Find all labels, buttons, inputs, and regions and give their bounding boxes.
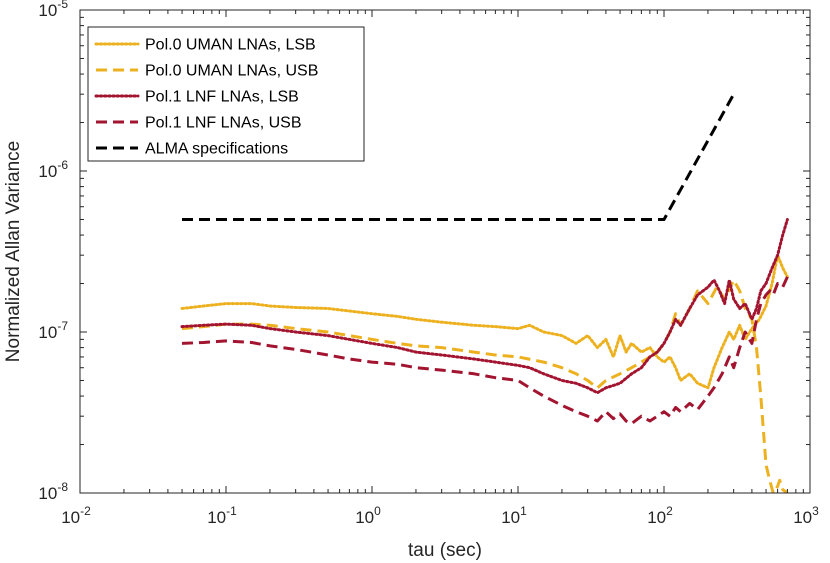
y-axis-label: Normalized Allan Variance	[3, 141, 24, 362]
legend-box	[87, 26, 365, 162]
series-line-4	[181, 276, 789, 426]
series-line-2	[181, 278, 789, 493]
legend: Pol.0 UMAN LNAs, LSB Pol.0 UMAN LNAs, USB…	[87, 26, 365, 162]
y-tick-label: 10-5	[38, 0, 68, 20]
legend-label-3: Pol.1 LNF LNAs, LSB	[145, 89, 299, 106]
x-tick-label: 101	[501, 504, 527, 527]
tick-layer	[79, 9, 811, 494]
legend-label-5: ALMA specifications	[145, 141, 288, 158]
series-line-1	[180, 253, 789, 390]
legend-label-4: Pol.1 LNF LNAs, USB	[145, 115, 302, 132]
x-tick-label: 102	[647, 504, 673, 527]
x-tick-label: 10-2	[61, 504, 91, 527]
x-tick-label: 100	[355, 504, 381, 527]
x-axis-label: tau (sec)	[408, 540, 482, 561]
series-line-5	[182, 93, 736, 221]
x-tick-label: 10-1	[207, 504, 237, 527]
legend-label-2: Pol.0 UMAN LNAs, USB	[145, 63, 318, 80]
data-layer	[180, 93, 789, 493]
legend-items: Pol.0 UMAN LNAs, LSB Pol.0 UMAN LNAs, USB…	[94, 37, 318, 158]
series-line-3	[180, 218, 789, 395]
y-tick-label: 10-8	[38, 480, 68, 503]
y-tick-label: 10-6	[38, 158, 68, 181]
label-layer: 10-2 10-1 100 101 102 103 10-8 10-7 10-6 10-5	[38, 0, 819, 527]
plot-frame	[79, 9, 811, 494]
x-tick-label: 103	[793, 504, 819, 527]
legend-label-1: Pol.0 UMAN LNAs, LSB	[145, 37, 316, 54]
y-tick-label: 10-7	[38, 319, 68, 342]
